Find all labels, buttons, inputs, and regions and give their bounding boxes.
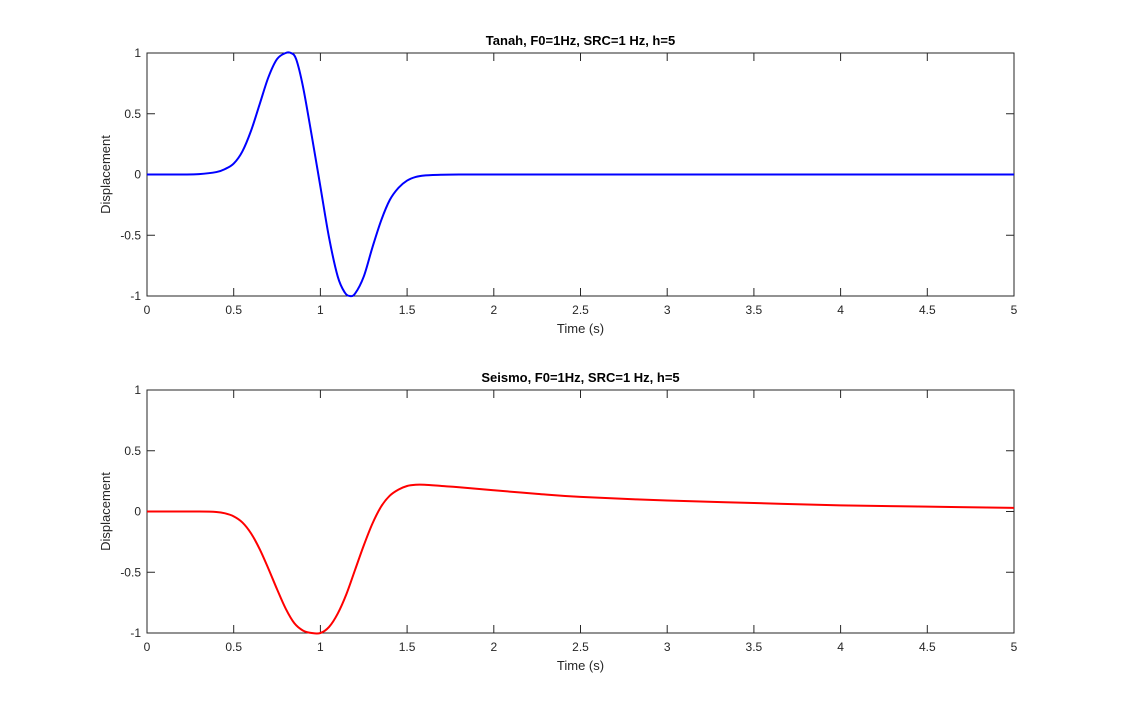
x-axis-label: Time (s) [557, 321, 604, 336]
x-tick-label: 3.5 [746, 640, 763, 654]
x-tick-label: 3 [664, 303, 671, 317]
x-axis-label: Time (s) [557, 658, 604, 673]
x-tick-label: 4.5 [919, 640, 936, 654]
x-tick-label: 1.5 [399, 303, 416, 317]
chart-title: Seismo, F0=1Hz, SRC=1 Hz, h=5 [481, 370, 679, 385]
y-tick-label: -1 [130, 626, 141, 640]
y-tick-label: -1 [130, 289, 141, 303]
x-tick-label: 4 [837, 640, 844, 654]
x-tick-label: 0.5 [225, 303, 242, 317]
y-tick-label: 0.5 [124, 444, 141, 458]
x-tick-label: 5 [1011, 303, 1018, 317]
x-tick-label: 5 [1011, 640, 1018, 654]
x-tick-label: 1 [317, 303, 324, 317]
y-axis-label: Displacement [98, 135, 113, 214]
chart-title: Tanah, F0=1Hz, SRC=1 Hz, h=5 [486, 33, 675, 48]
x-tick-label: 4.5 [919, 303, 936, 317]
x-tick-label: 2.5 [572, 303, 589, 317]
x-tick-label: 2 [490, 640, 497, 654]
x-tick-label: 4 [837, 303, 844, 317]
x-tick-label: 2 [490, 303, 497, 317]
x-tick-label: 0.5 [225, 640, 242, 654]
y-tick-label: 0 [134, 168, 141, 182]
y-tick-label: 1 [134, 46, 141, 60]
x-tick-label: 3 [664, 640, 671, 654]
x-tick-label: 2.5 [572, 640, 589, 654]
y-tick-label: 0 [134, 505, 141, 519]
x-tick-label: 1 [317, 640, 324, 654]
y-tick-label: 1 [134, 383, 141, 397]
axes-box [146, 389, 1015, 634]
y-axis-label: Displacement [98, 472, 113, 551]
y-tick-label: 0.5 [124, 107, 141, 121]
subplot-seismo: Seismo, F0=1Hz, SRC=1 Hz, h=5 Time (s) D… [98, 370, 1018, 673]
y-tick-label: -0.5 [120, 228, 141, 242]
x-tick-label: 1.5 [399, 640, 416, 654]
subplot-tanah: Tanah, F0=1Hz, SRC=1 Hz, h=5 Time (s) Di… [98, 33, 1018, 336]
series-line [146, 483, 1015, 635]
y-tick-label: -0.5 [120, 565, 141, 579]
x-tick-label: 0 [144, 303, 151, 317]
series-line [146, 51, 1014, 298]
x-tick-label: 3.5 [746, 303, 763, 317]
x-tick-label: 0 [144, 640, 151, 654]
